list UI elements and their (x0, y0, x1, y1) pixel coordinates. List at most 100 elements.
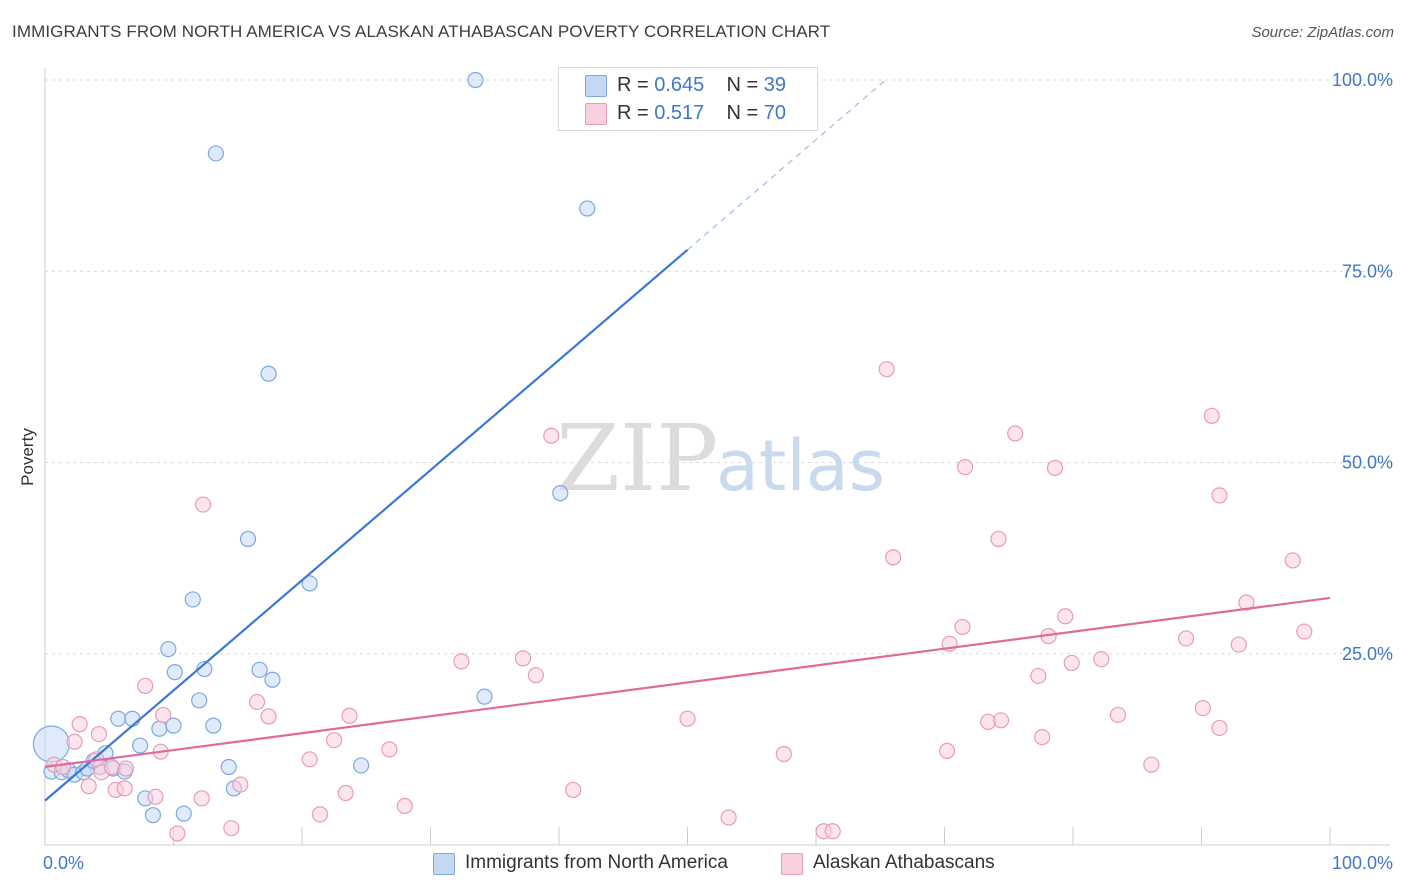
data-point-immigrants (191, 692, 208, 709)
series-swatch-blue (433, 853, 455, 875)
data-point-athabascans (956, 458, 974, 476)
data-point-athabascans (679, 710, 696, 727)
y-tick-label: 25.0% (1342, 644, 1393, 664)
data-point-immigrants (239, 530, 257, 548)
data-point-athabascans (90, 725, 108, 743)
legend-n-label: N = (726, 102, 764, 124)
data-point-immigrants (131, 737, 149, 754)
y-tick-label: 50.0% (1342, 453, 1393, 473)
data-point-athabascans (80, 777, 97, 795)
chart-title: IMMIGRANTS FROM NORTH AMERICA VS ALASKAN… (12, 22, 831, 41)
y-axis-label: Poverty (18, 428, 37, 486)
watermark-atlas: atlas (716, 425, 885, 507)
data-point-athabascans (326, 732, 343, 749)
points-layer (32, 71, 1313, 842)
data-point-immigrants (220, 758, 237, 776)
data-point-athabascans (453, 653, 470, 670)
legend-r-label: R = (617, 74, 655, 96)
data-point-athabascans (543, 427, 560, 444)
data-point-athabascans (1296, 623, 1313, 640)
data-point-athabascans (116, 780, 133, 797)
legend-r-value: 0.517 (654, 102, 705, 124)
data-point-athabascans (1211, 719, 1228, 737)
series-legend-label: Alaskan Athabascans (813, 852, 995, 873)
data-point-athabascans (194, 496, 212, 513)
data-point-athabascans (311, 806, 329, 823)
data-point-athabascans (169, 825, 186, 842)
data-point-athabascans (1284, 552, 1301, 569)
data-point-athabascans (103, 758, 120, 776)
axes-layer (44, 68, 1390, 846)
label-layer: 25.0% 50.0% 75.0% 100.0% 0.0% 100.0% Poverty (18, 70, 1393, 873)
data-point-athabascans (938, 742, 956, 760)
x-tick-label: 100.0% (1332, 853, 1393, 873)
data-point-athabascans (71, 716, 88, 733)
legend-swatch-blue (585, 75, 607, 97)
data-point-immigrants (205, 717, 222, 734)
grid-layer (45, 79, 1390, 655)
data-point-athabascans (301, 751, 318, 768)
data-point-athabascans (137, 677, 154, 694)
data-point-athabascans (248, 693, 266, 711)
data-point-athabascans (954, 618, 971, 636)
trendline-athabascans (44, 596, 1331, 769)
data-point-athabascans (66, 733, 83, 750)
data-point-athabascans (1057, 608, 1074, 625)
series-swatch-pink (781, 853, 803, 875)
legend-swatch-pink (585, 103, 607, 125)
data-point-athabascans (990, 530, 1007, 548)
legend-text-pink: R = 0.517 N = 70 (617, 102, 786, 125)
data-point-athabascans (1203, 407, 1220, 424)
data-point-athabascans (193, 790, 210, 807)
data-point-athabascans (514, 650, 532, 667)
data-point-athabascans (565, 781, 582, 799)
data-point-immigrants (144, 807, 162, 824)
data-point-athabascans (1093, 651, 1110, 668)
data-point-athabascans (1034, 729, 1051, 746)
trendline-immigrants (44, 248, 689, 802)
data-point-immigrants (476, 688, 493, 705)
data-point-athabascans (775, 745, 792, 763)
legend-r-label: R = (617, 102, 655, 124)
data-point-athabascans (381, 741, 398, 758)
legend-n-value: 39 (763, 74, 787, 96)
data-point-athabascans (54, 758, 72, 776)
data-point-athabascans (341, 707, 358, 724)
trend-layer (44, 78, 1331, 802)
data-point-athabascans (1046, 459, 1064, 476)
y-tick-label: 100.0% (1332, 70, 1393, 90)
data-point-immigrants (166, 664, 183, 681)
legend-r-value: 0.645 (654, 74, 705, 96)
data-point-athabascans (878, 361, 895, 378)
data-point-athabascans (992, 712, 1010, 729)
data-point-athabascans (223, 820, 240, 837)
x-tick-label: 0.0% (43, 853, 84, 873)
data-point-athabascans (1143, 756, 1160, 773)
data-point-immigrants (579, 200, 596, 217)
data-point-immigrants (301, 575, 318, 592)
legend-n-label: N = (726, 74, 764, 96)
data-point-immigrants (175, 805, 192, 822)
data-point-athabascans (527, 667, 544, 684)
watermark-zip: ZIP (556, 405, 718, 512)
data-point-athabascans (232, 776, 249, 793)
data-point-athabascans (1109, 706, 1127, 724)
data-point-athabascans (824, 823, 841, 840)
data-point-athabascans (260, 708, 277, 725)
data-point-athabascans (1007, 425, 1024, 442)
data-point-immigrants (124, 710, 141, 727)
data-point-immigrants (110, 710, 127, 727)
watermark: ZIP atlas (556, 405, 885, 512)
data-point-immigrants (552, 485, 569, 502)
correlation-legend: R = 0.645 N = 39 R = 0.517 N = 70 (558, 67, 818, 131)
data-point-immigrants (184, 591, 201, 608)
data-point-immigrants (353, 757, 370, 774)
y-tick-label: 75.0% (1342, 261, 1393, 281)
series-legend: Immigrants from North America Alaskan At… (0, 852, 1406, 878)
series-legend-label: Immigrants from North America (465, 852, 728, 873)
data-point-athabascans (147, 788, 164, 805)
data-point-immigrants (32, 725, 71, 763)
legend-n-value: 70 (763, 102, 787, 124)
data-point-athabascans (155, 706, 172, 724)
